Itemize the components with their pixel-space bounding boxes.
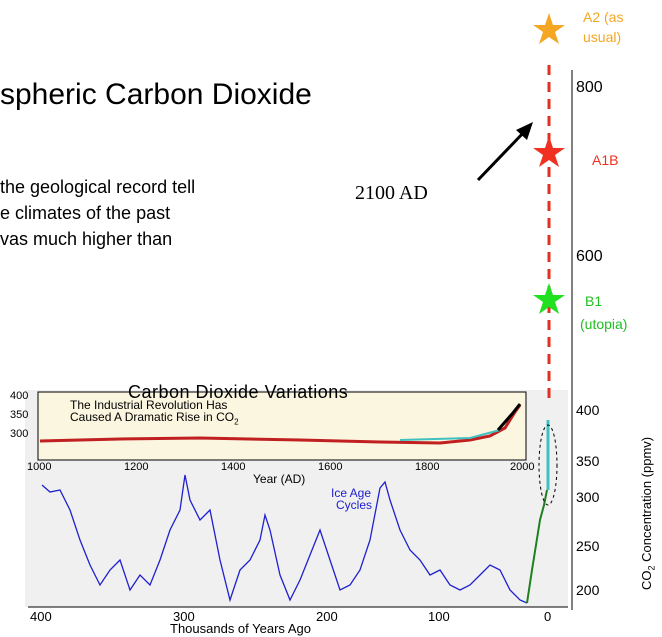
inset-curve — [39, 404, 522, 445]
x-label: Thousands of Years Ago — [170, 621, 311, 636]
inset-xlabel: Year (AD) — [253, 472, 306, 486]
scale-tick: 350 — [576, 453, 600, 469]
curve-label: Cycles — [336, 498, 373, 512]
y-label-part: Concentration (ppmv) — [639, 436, 654, 566]
arrow — [476, 128, 528, 182]
inset-xtick: 1800 — [415, 461, 440, 473]
inset-title: Caused A Dramatic Rise in CO2 — [70, 411, 239, 426]
scenario-label: B1 — [585, 293, 603, 309]
inset-title-sub: 2 — [234, 417, 239, 427]
scale-tick: 200 — [576, 582, 600, 598]
x-tick: 0 — [544, 609, 552, 624]
curve-label: Ice Age — [331, 486, 372, 500]
star-a1b — [533, 136, 565, 167]
inset-ytick: 400 — [10, 390, 29, 402]
scale-tick: 250 — [576, 538, 600, 554]
x-tick: 400 — [30, 609, 52, 624]
scale-tick: 300 — [576, 489, 600, 505]
inset-xtick: 1400 — [221, 461, 246, 473]
title: spheric Carbon Dioxide — [0, 78, 312, 111]
highlight-ellipse — [538, 424, 558, 506]
annotation: 2100 AD — [355, 182, 428, 204]
holocene-curve — [526, 489, 548, 604]
y-label-part: CO — [639, 570, 654, 591]
inset-ytick: 350 — [10, 409, 29, 421]
inset-ytick: 300 — [10, 428, 29, 440]
inset-xtick: 1600 — [318, 461, 343, 473]
y-label-sub: 2 — [646, 565, 657, 571]
x-tick: 100 — [428, 609, 450, 624]
inset-xtick: 2000 — [510, 461, 535, 473]
inset-curve-2 — [399, 429, 501, 441]
inset-xtick: 1200 — [124, 461, 149, 473]
inset-curve-3 — [496, 403, 522, 431]
star-a2 — [533, 13, 565, 44]
inset-xtick: 1000 — [27, 461, 52, 473]
body-line: the geological record tell — [0, 177, 196, 197]
inset-box — [37, 391, 527, 461]
figure-title: Carbon Dioxide Variations — [128, 382, 349, 402]
x-tick: 200 — [316, 609, 338, 624]
x-tick: 300 — [173, 609, 195, 624]
inset-title: The Industrial Revolution Has — [70, 398, 228, 412]
scale-tick: 400 — [576, 402, 600, 418]
y-axis-label: CO2 Concentration (ppmv) — [639, 436, 657, 591]
scale-tick: 800 — [576, 79, 603, 96]
star-b1 — [533, 283, 565, 314]
scenario-label: usual) — [583, 29, 622, 45]
arrow-head — [516, 122, 533, 140]
body-line: vas much higher than — [0, 229, 173, 249]
scale-tick: 600 — [576, 248, 603, 265]
body-line: e climates of the past — [0, 203, 171, 223]
inset-title-part: Caused A Dramatic Rise in CO — [70, 410, 235, 424]
scenario-label: (utopia) — [580, 316, 628, 332]
scenario-label: A2 (as — [583, 9, 624, 25]
co2-curve — [41, 474, 528, 604]
scenario-label: A1B — [592, 152, 619, 168]
